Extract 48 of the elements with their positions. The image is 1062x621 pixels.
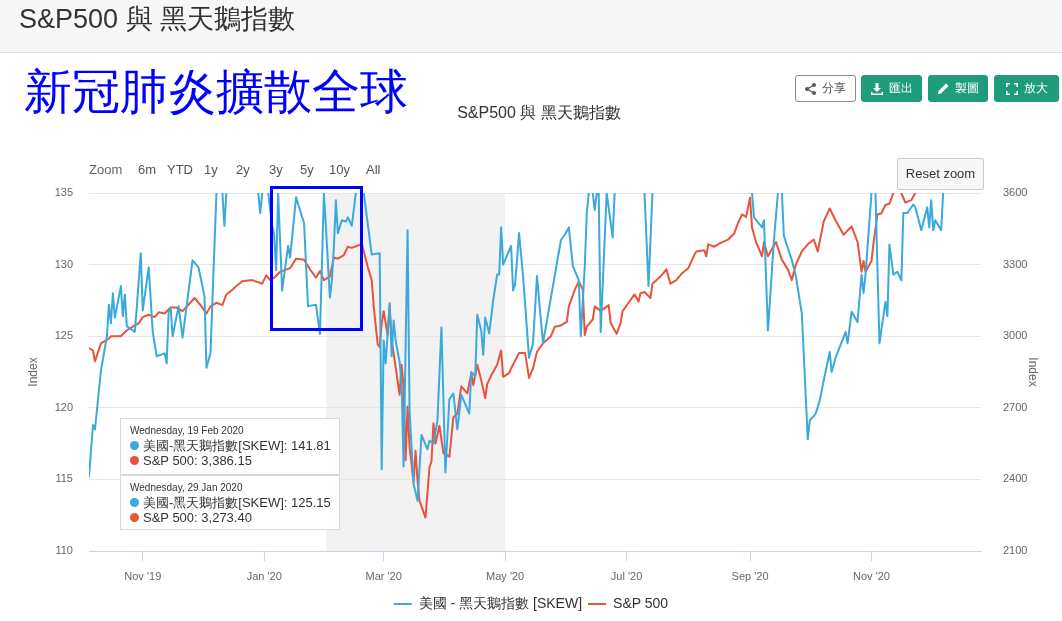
x-tick-label: Mar '20 xyxy=(365,569,402,582)
y2-axis-title: Index xyxy=(1026,357,1041,387)
text: All xyxy=(366,161,381,179)
y-tick-label: 120 xyxy=(54,400,73,413)
y-axis-title: Index xyxy=(25,357,40,387)
y-tick-label: 125 xyxy=(54,329,73,342)
text: 1y xyxy=(204,161,218,179)
button[interactable]: 匯出 xyxy=(861,75,922,102)
x-tick-label: Jul '20 xyxy=(610,569,643,582)
y2-tick-label: 2400 xyxy=(1003,472,1028,485)
legend-label: 美國 - 黑天鵝指數 [SKEW] xyxy=(418,594,583,611)
button[interactable]: 分享 xyxy=(795,75,856,102)
annotation: S&P 500: 3,386.15 xyxy=(143,453,252,468)
button[interactable]: 製圖 xyxy=(928,75,988,102)
annotation: Wednesday, 29 Jan 2020 xyxy=(130,481,244,495)
chart-title: S&P500 與 黑天鵝指數 xyxy=(457,104,621,121)
legend-label: S&P 500 xyxy=(613,594,669,611)
y2-tick-label: 3000 xyxy=(1003,329,1028,342)
text: 5y xyxy=(300,161,314,179)
annotation: Wednesday, 19 Feb 2020 xyxy=(130,424,245,438)
text: YTD xyxy=(167,161,193,179)
text: Zoom xyxy=(89,161,123,179)
button[interactable]: Reset zoom xyxy=(897,158,984,190)
y-tick-label: 130 xyxy=(54,257,73,270)
y-tick-label: 115 xyxy=(55,472,73,485)
y2-tick-label: 3600 xyxy=(1003,186,1028,199)
y2-tick-label: 2700 xyxy=(1003,400,1028,413)
text: 10y xyxy=(329,161,350,179)
y-tick-label: 135 xyxy=(54,186,73,199)
button[interactable]: 放大 xyxy=(994,75,1059,102)
annotation: 美國-黑天鵝指數[SKEW]: 141.81 xyxy=(143,438,331,453)
text: 2y xyxy=(236,161,250,179)
text: 新冠肺炎擴散全球 xyxy=(24,64,408,120)
text: 6m xyxy=(138,161,157,179)
x-tick-label: Sep '20 xyxy=(731,569,769,582)
y2-tick-label: 2100 xyxy=(1003,544,1028,557)
annotation: S&P 500: 3,273.40 xyxy=(143,510,252,525)
y2-tick-label: 3300 xyxy=(1003,257,1028,270)
annotation: 美國-黑天鵝指數[SKEW]: 125.15 xyxy=(143,495,331,510)
y-tick-label: 110 xyxy=(55,544,73,557)
x-tick-label: Nov '20 xyxy=(853,569,890,582)
tooltip: Wednesday, 19 Feb 2020 美國-黑天鵝指數[SKEW]: 141.81 S&P 500: 3,386.15 xyxy=(120,418,340,475)
tooltip: Wednesday, 29 Jan 2020 美國-黑天鵝指數[SKEW]: 125.15 S&P 500: 3,273.40 xyxy=(120,475,340,530)
x-tick-label: Nov '19 xyxy=(124,569,162,582)
text: S&P500 與 黑天鵝指數 xyxy=(19,3,296,35)
x-tick-label: Jan '20 xyxy=(246,569,282,582)
x-tick-label: May '20 xyxy=(486,569,525,582)
text: 3y xyxy=(269,161,283,179)
